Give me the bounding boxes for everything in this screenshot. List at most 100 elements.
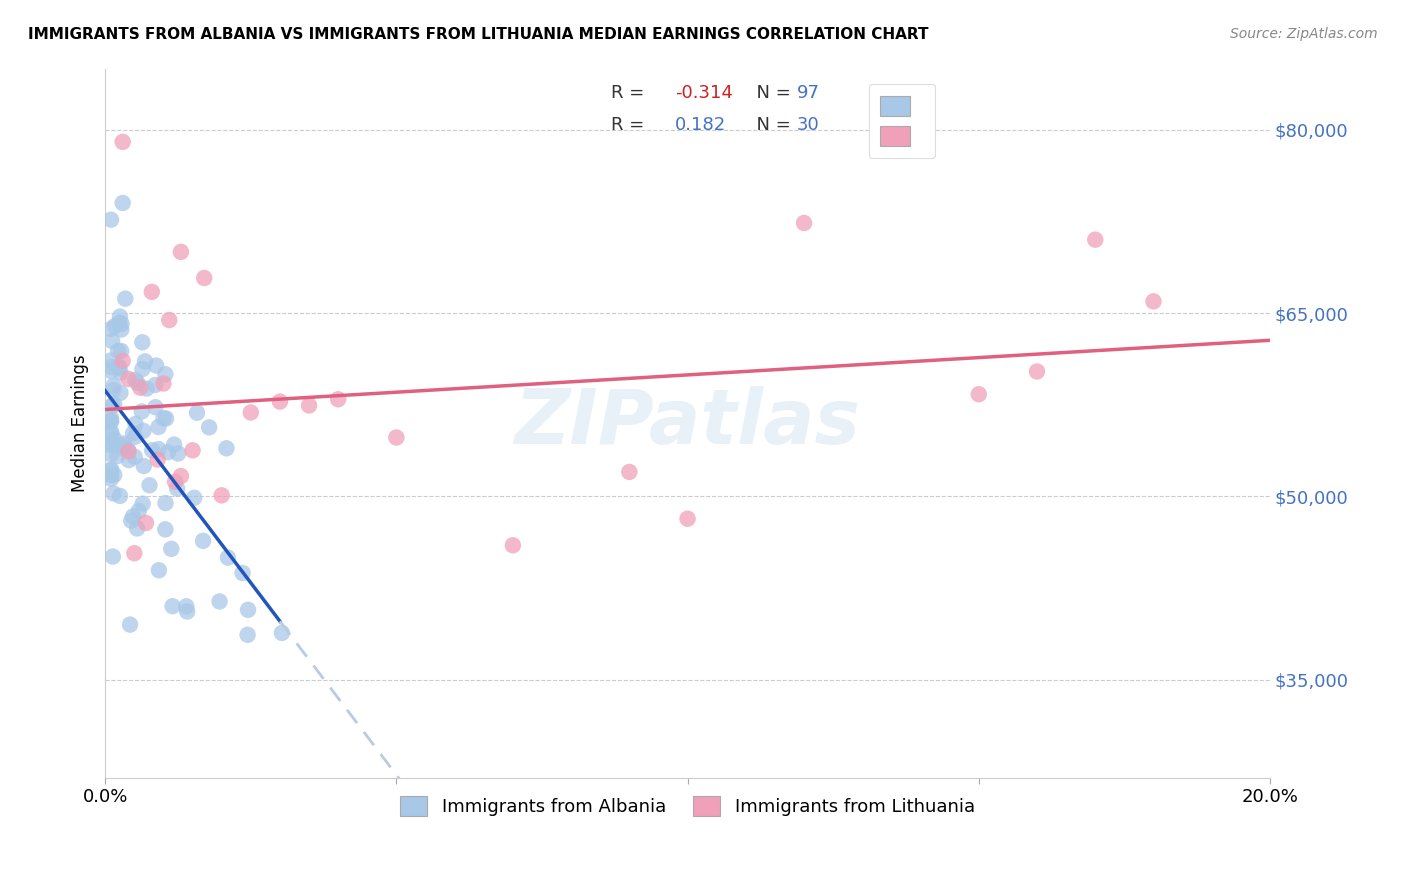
Point — [131, 335, 153, 350]
Point — [111, 354, 134, 368]
Point — [191, 533, 214, 548]
Point — [155, 411, 177, 425]
Point — [108, 489, 131, 503]
Point — [138, 478, 160, 492]
Text: 30: 30 — [797, 116, 820, 134]
Point — [117, 444, 139, 458]
Point — [111, 135, 134, 149]
Point — [117, 372, 139, 386]
Point — [127, 376, 149, 390]
Point — [108, 316, 131, 330]
Text: -0.314: -0.314 — [675, 85, 733, 103]
Point — [108, 310, 131, 324]
Text: Source: ZipAtlas.com: Source: ZipAtlas.com — [1230, 27, 1378, 41]
Point — [134, 354, 156, 368]
Point — [104, 318, 127, 333]
Point — [110, 317, 132, 331]
Point — [793, 216, 815, 230]
Point — [131, 362, 153, 376]
Point — [141, 443, 163, 458]
Text: ZIPatlas: ZIPatlas — [515, 386, 860, 460]
Point — [124, 450, 146, 464]
Point — [100, 353, 122, 368]
Point — [152, 411, 174, 425]
Point — [100, 212, 122, 227]
Point — [141, 285, 163, 299]
Point — [124, 417, 146, 431]
Point — [236, 628, 259, 642]
Point — [236, 603, 259, 617]
Point — [103, 467, 125, 482]
Point — [100, 462, 122, 476]
Point — [107, 343, 129, 358]
Point — [101, 334, 124, 348]
Point — [118, 453, 141, 467]
Text: IMMIGRANTS FROM ALBANIA VS IMMIGRANTS FROM LITHUANIA MEDIAN EARNINGS CORRELATION: IMMIGRANTS FROM ALBANIA VS IMMIGRANTS FR… — [28, 27, 928, 42]
Point — [112, 438, 135, 452]
Point — [170, 469, 193, 483]
Point — [1084, 233, 1107, 247]
Point — [100, 472, 122, 486]
Point — [131, 497, 153, 511]
Y-axis label: Median Earnings: Median Earnings — [72, 354, 89, 491]
Point — [967, 387, 990, 401]
Point — [1142, 294, 1164, 309]
Point — [160, 541, 183, 556]
Point — [114, 292, 136, 306]
Point — [110, 385, 132, 400]
Point — [619, 465, 641, 479]
Text: R =: R = — [610, 116, 655, 134]
Point — [148, 420, 170, 434]
Point — [186, 406, 208, 420]
Point — [328, 392, 350, 407]
Point — [148, 563, 170, 577]
Point — [127, 521, 149, 535]
Point — [100, 425, 122, 439]
Point — [120, 514, 142, 528]
Point — [135, 516, 157, 530]
Point — [110, 366, 132, 380]
Point — [157, 313, 180, 327]
Point — [100, 322, 122, 336]
Point — [122, 426, 145, 441]
Point — [100, 463, 122, 477]
Point — [100, 426, 122, 441]
Point — [100, 415, 122, 429]
Point — [100, 414, 122, 428]
Text: N =: N = — [745, 85, 796, 103]
Point — [174, 599, 197, 614]
Point — [100, 438, 122, 452]
Point — [385, 430, 408, 444]
Point — [100, 468, 122, 483]
Point — [135, 382, 157, 396]
Point — [170, 244, 193, 259]
Point — [131, 404, 153, 418]
Point — [232, 566, 254, 580]
Point — [103, 486, 125, 500]
Point — [156, 445, 179, 459]
Point — [217, 550, 239, 565]
Point — [193, 271, 215, 285]
Text: R =: R = — [610, 85, 650, 103]
Point — [111, 196, 134, 211]
Point — [129, 381, 152, 395]
Point — [108, 359, 131, 374]
Point — [118, 617, 141, 632]
Point — [502, 538, 524, 552]
Point — [145, 359, 167, 373]
Point — [152, 376, 174, 391]
Legend: Immigrants from Albania, Immigrants from Lithuania: Immigrants from Albania, Immigrants from… — [391, 788, 984, 825]
Point — [298, 399, 321, 413]
Point — [165, 475, 187, 489]
Point — [167, 446, 190, 460]
Point — [110, 322, 132, 336]
Point — [112, 441, 135, 455]
Point — [155, 496, 177, 510]
Point — [103, 383, 125, 397]
Point — [181, 443, 204, 458]
Point — [155, 368, 177, 382]
Point — [145, 401, 167, 415]
Point — [162, 599, 184, 614]
Point — [107, 360, 129, 375]
Point — [100, 447, 122, 461]
